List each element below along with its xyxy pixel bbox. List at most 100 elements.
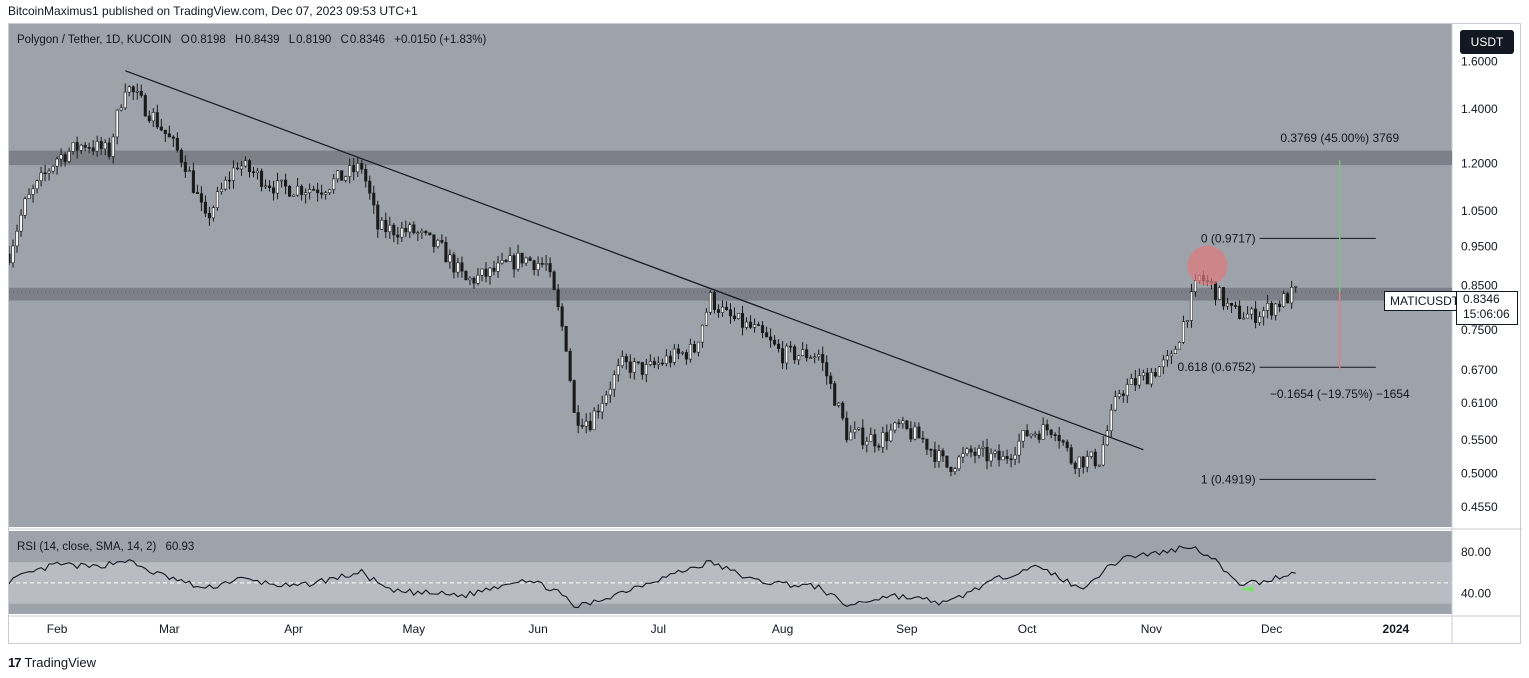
candle-body	[147, 115, 151, 122]
candle-body	[668, 355, 672, 363]
candle-body	[504, 259, 508, 262]
candle-body	[1250, 308, 1254, 315]
candle-body	[1065, 441, 1069, 449]
candle-body	[1037, 433, 1041, 440]
candle-body	[973, 451, 977, 456]
fib-level-label-2: 1 (0.4919)	[1201, 472, 1256, 486]
candle-body	[688, 343, 692, 360]
candle-body	[320, 192, 324, 195]
open-value: 0.8198	[190, 34, 226, 46]
candle-body	[496, 262, 500, 272]
candle-body	[372, 192, 376, 206]
candle-body	[163, 129, 167, 135]
chart-canvas[interactable]: 0 (0.9717) 0.618 (0.6752) 1 (0.4919) 0.3769…	[9, 24, 1522, 645]
candle-body	[191, 170, 195, 193]
candle-body	[809, 357, 813, 360]
currency-badge[interactable]: USDT	[1460, 30, 1514, 54]
candle-body	[183, 162, 187, 172]
candle-body	[608, 388, 612, 396]
candle-body	[376, 204, 380, 230]
candle-body	[267, 185, 272, 189]
candle-body	[945, 455, 949, 468]
candle-body	[456, 262, 460, 273]
candle-body	[773, 339, 777, 345]
price-tick-label-11: 0.4550	[1461, 500, 1498, 514]
candle-body	[889, 429, 893, 442]
candle-body	[1262, 310, 1266, 318]
candle-body	[732, 315, 737, 319]
candle-body	[51, 165, 55, 172]
candle-body	[660, 362, 664, 365]
ticker-label: MATICUSDT	[1384, 291, 1466, 311]
price-tick-label-2: 1.2000	[1461, 157, 1498, 171]
candle-body	[484, 268, 488, 277]
candle-body	[143, 95, 147, 117]
candle-body	[781, 348, 785, 364]
candle-body	[785, 345, 789, 364]
candle-body	[428, 232, 432, 236]
candle-body	[969, 448, 973, 453]
candle-body	[179, 149, 183, 163]
candle-body	[227, 179, 232, 182]
candle-body	[255, 170, 260, 174]
candle-body	[929, 449, 933, 451]
candle-body	[400, 227, 404, 238]
candle-body	[472, 277, 476, 284]
candle-body	[83, 144, 87, 148]
candle-body	[1009, 458, 1013, 461]
candle-body	[1189, 291, 1194, 321]
candle-body	[416, 232, 420, 235]
candle-body	[684, 352, 688, 360]
candle-body	[1025, 430, 1029, 437]
candle-body	[1270, 303, 1274, 316]
time-tick-label-5: Jul	[651, 622, 666, 636]
candle-body	[532, 260, 536, 271]
candle-body	[63, 154, 67, 162]
candle-body	[857, 427, 861, 430]
candle-body	[1005, 456, 1009, 460]
candle-body	[1181, 321, 1185, 343]
candle-body	[893, 422, 897, 431]
candle-body	[853, 429, 857, 433]
candle-body	[11, 245, 15, 264]
symbol-label[interactable]: Polygon / Tether, 1D, KUCOIN	[17, 34, 172, 46]
candle-body	[841, 402, 845, 419]
candle-body	[1290, 287, 1294, 304]
low-key: L	[288, 34, 296, 46]
candle-body	[448, 254, 452, 263]
candle-body	[1225, 302, 1230, 307]
candle-body	[488, 267, 492, 277]
candle-body	[1153, 372, 1157, 377]
candle-body	[127, 86, 131, 93]
candle-body	[1141, 372, 1145, 377]
candle-body	[588, 420, 592, 431]
candle-body	[1029, 433, 1033, 437]
candle-body	[748, 321, 753, 328]
candle-body	[436, 240, 440, 247]
candle-body	[596, 410, 600, 413]
candle-body	[1294, 286, 1298, 288]
candle-body	[712, 292, 717, 310]
candle-body	[865, 441, 869, 446]
candle-body	[155, 112, 159, 128]
candle-body	[572, 380, 576, 413]
candle-body	[961, 453, 965, 458]
candle-body	[1234, 305, 1238, 307]
rsi-line	[9, 545, 1296, 609]
rsi-label[interactable]: RSI (14, close, SMA, 14, 2)	[17, 541, 157, 553]
price-tick-label-4: 0.9500	[1461, 239, 1498, 253]
candle-body	[211, 207, 215, 219]
candle-body	[837, 402, 841, 406]
candle-body	[316, 189, 320, 194]
candle-body	[332, 178, 336, 190]
candle-body	[1013, 454, 1017, 460]
candle-body	[412, 224, 416, 234]
candle-body	[528, 257, 532, 261]
candle-body	[648, 361, 652, 365]
candle-body	[957, 456, 961, 470]
candle-body	[352, 165, 356, 173]
candle-body	[195, 192, 199, 194]
candle-body	[203, 201, 207, 214]
time-tick-label-7: Sep	[896, 622, 918, 636]
rsi-signal-arrow	[1239, 586, 1254, 593]
